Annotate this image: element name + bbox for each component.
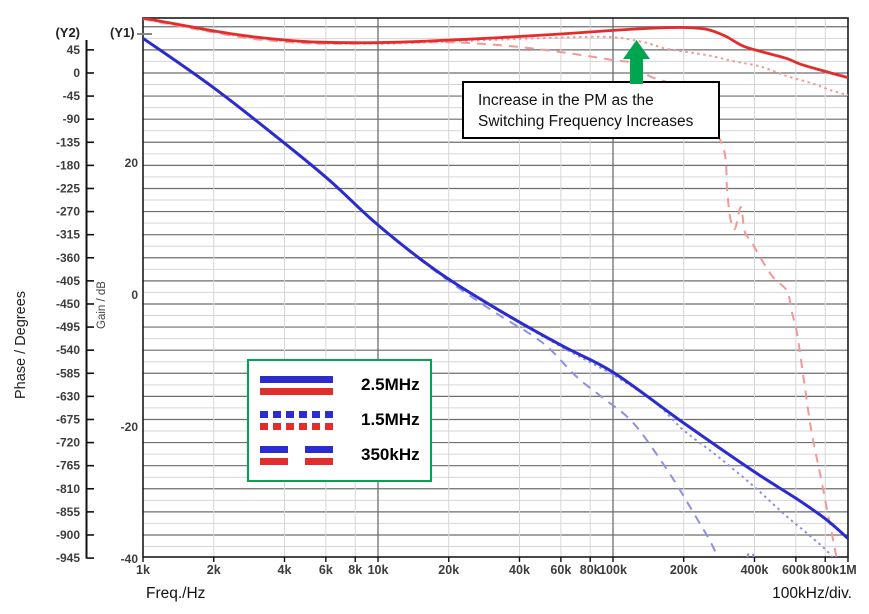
y2-axis-tag: (Y2): [55, 25, 80, 40]
y1-tick-label: 0: [131, 288, 138, 302]
x-tick-label: 100k: [599, 563, 627, 577]
annotation-line-2: Switching Frequency Increases: [478, 113, 694, 130]
pm-annotation-box: Increase in the PM as the Switching Freq…: [462, 81, 720, 139]
gain-axis-title: Gain / dB: [96, 281, 108, 329]
x-tick-label: 20k: [438, 563, 459, 577]
legend-swatch-dashed: [260, 445, 333, 465]
y2-tick-label: -495: [56, 320, 80, 334]
y2-tick-label: -900: [56, 528, 80, 542]
y2-tick-label: -45: [63, 89, 81, 103]
dashed-blue-line-sample: [260, 445, 333, 453]
x-tick-label: 1M: [839, 563, 856, 577]
dashed-red-line-sample: [260, 457, 333, 465]
legend-box: 2.5MHz 1.5MHz 350kHz: [247, 359, 432, 482]
y2-tick-label: -315: [56, 228, 80, 242]
legend-item-1.5MHz: 1.5MHz: [260, 404, 430, 436]
plot-border: [142, 17, 849, 558]
x-tick-label: 2k: [207, 563, 221, 577]
y1-axis-tag: (Y1): [110, 25, 135, 40]
x-tick-label: 800k: [811, 563, 839, 577]
x-axis-division-note: 100kHz/div.: [772, 585, 852, 602]
x-axis-title: Freq./Hz: [146, 585, 206, 602]
y2-tick-label: -720: [56, 436, 80, 450]
y2-tick-label: 45: [67, 43, 81, 57]
x-tick-label: 400k: [741, 563, 769, 577]
x-tick-label: 10k: [368, 563, 389, 577]
legend-swatch-solid: [260, 375, 333, 395]
curve-gain-1.5MHz: [143, 37, 834, 557]
y2-tick-label: -855: [56, 505, 80, 519]
legend-item-2.5MHz: 2.5MHz: [260, 369, 430, 401]
y2-tick-label: -765: [56, 459, 80, 473]
curve-gain-2.5MHz: [143, 37, 848, 540]
dotted-red-line-sample: [260, 422, 333, 430]
y2-tick-label: -135: [56, 135, 80, 149]
x-tick-label: 1k: [136, 563, 150, 577]
x-tick-label: 200k: [670, 563, 698, 577]
annotation-line-1: Increase in the PM as the: [478, 92, 654, 109]
y2-tick-label: 0: [73, 66, 80, 80]
curve-phase-2.5MHz: [143, 18, 848, 79]
y1-tick-label: -40: [121, 552, 139, 566]
x-tick-label: 8k: [348, 563, 362, 577]
legend-label: 2.5MHz: [361, 375, 420, 394]
phase-axis-title: Phase / Degrees: [13, 290, 29, 399]
y2-tick-label: -585: [56, 366, 80, 380]
y2-tick-label: -945: [56, 551, 80, 565]
y2-tick-label: -360: [56, 251, 80, 265]
y2-tick-label: -270: [56, 205, 80, 219]
y2-tick-label: -630: [56, 389, 80, 403]
y2-tick-label: -540: [56, 343, 80, 357]
y2-tick-label: -225: [56, 181, 80, 195]
y1-tick-label: -20: [121, 420, 139, 434]
solid-blue-line-sample: [260, 375, 333, 383]
x-tick-label: 4k: [278, 563, 292, 577]
legend-label: 350kHz: [361, 445, 420, 464]
solid-red-line-sample: [260, 387, 333, 395]
y2-tick-label: -810: [56, 482, 80, 496]
x-tick-label: 80k: [580, 563, 601, 577]
y1-tick-label: 20: [125, 156, 139, 170]
x-tick-label: 600k: [782, 563, 810, 577]
y1-top-tick-mark: [137, 33, 152, 35]
y2-tick-label: -675: [56, 412, 80, 426]
y2-tick-label: -450: [56, 297, 80, 311]
legend-label: 1.5MHz: [361, 410, 420, 429]
curve-phase-1.5MHz: [143, 18, 848, 97]
legend-item-350kHz: 350kHz: [260, 439, 430, 471]
arrow-up-icon: [623, 40, 650, 84]
x-tick-label: 60k: [550, 563, 571, 577]
y2-tick-label: -180: [56, 158, 80, 172]
y2-tick-label: -90: [63, 112, 81, 126]
y2-tick-label: -405: [56, 274, 80, 288]
x-tick-label: 40k: [509, 563, 530, 577]
dotted-blue-line-sample: [260, 410, 333, 418]
x-tick-label: 6k: [319, 563, 333, 577]
legend-swatch-dotted: [260, 410, 333, 430]
